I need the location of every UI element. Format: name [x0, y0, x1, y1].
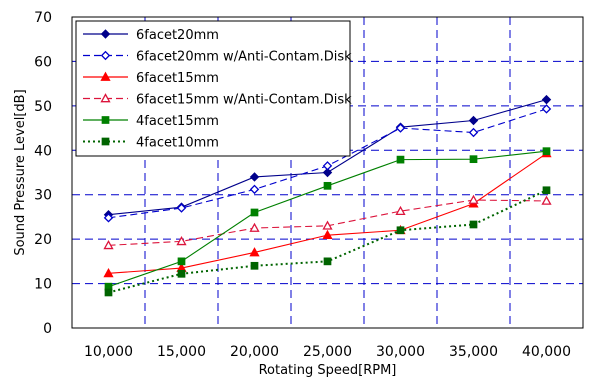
data-point	[395, 205, 406, 216]
legend-box	[75, 20, 351, 157]
data-point	[395, 123, 406, 133]
x-tick-label: 25,000	[303, 344, 352, 360]
x-axis-title: Rotating Speed[RPM]	[259, 363, 397, 378]
legend-item: 6facet15mm	[83, 71, 219, 86]
series-line	[108, 189, 547, 294]
data-point	[468, 194, 479, 204]
series-5	[104, 147, 551, 291]
y-tick-label: 30	[34, 188, 52, 204]
data-point	[249, 222, 260, 232]
y-tick-label: 20	[34, 232, 52, 248]
data-point	[468, 127, 479, 138]
legend-label: 4facet15mm	[136, 114, 219, 129]
series-6	[104, 186, 551, 297]
legend-item: 6facet20mm w/Anti-Contam.Disk	[83, 50, 352, 65]
data-point	[469, 155, 478, 164]
y-tick-label: 50	[34, 99, 52, 115]
legend-label: 6facet20mm	[136, 28, 219, 43]
y-tick-label: 70	[34, 10, 52, 26]
legend-label: 6facet15mm	[136, 71, 219, 86]
data-point	[249, 247, 260, 257]
legend-item: 6facet15mm w/Anti-Contam.Disk	[83, 93, 352, 108]
series-2	[103, 104, 552, 223]
series-4	[103, 194, 552, 250]
x-tick-label: 15,000	[157, 344, 206, 360]
legend-item: 4facet10mm	[83, 136, 219, 151]
y-tick-label: 0	[43, 321, 52, 337]
data-point	[249, 172, 260, 182]
legend: 6facet20mm 6facet20mm w/Anti-Contam.Disk 6…	[75, 20, 352, 157]
data-point	[542, 186, 551, 195]
data-point	[541, 94, 552, 105]
y-axis-ticks: 0 10 20 30 40 50 60 70	[34, 10, 52, 337]
data-point	[322, 161, 333, 171]
data-point	[542, 147, 551, 156]
legend-item: 6facet20mm	[83, 28, 219, 43]
plot-area-frame	[71, 16, 584, 329]
data-point	[396, 226, 405, 235]
data-point	[468, 115, 479, 126]
data-point	[250, 208, 259, 217]
data-point	[541, 104, 552, 114]
data-point	[250, 261, 259, 270]
legend-marker	[100, 50, 111, 61]
data-point	[322, 167, 333, 178]
x-tick-label: 20,000	[230, 344, 279, 360]
y-axis-title: Sound Pressure Level[dB]	[13, 89, 28, 255]
x-tick-label: 10,000	[84, 344, 133, 360]
legend-label: 4facet10mm	[136, 136, 219, 151]
data-point	[323, 257, 332, 266]
data-point	[176, 236, 187, 246]
x-axis-ticks: 10,000 15,000 20,000 25,000 30,000 35,000 40,0…	[84, 344, 571, 360]
legend-marker	[100, 71, 111, 81]
data-point	[249, 184, 260, 195]
y-tick-label: 40	[34, 143, 52, 159]
data-point	[396, 155, 405, 164]
y-tick-label: 60	[34, 54, 52, 70]
legend-marker	[101, 137, 110, 146]
data-point	[469, 220, 478, 229]
legend-label: 6facet15mm w/Anti-Contam.Disk	[136, 93, 352, 108]
x-tick-label: 40,000	[522, 344, 571, 360]
data-series	[103, 94, 552, 297]
data-point	[103, 268, 114, 278]
data-point	[323, 181, 332, 190]
data-point	[103, 240, 114, 250]
legend-item: 4facet15mm	[83, 114, 219, 129]
legend-label: 6facet20mm w/Anti-Contam.Disk	[136, 50, 352, 65]
x-tick-label: 35,000	[449, 344, 498, 360]
data-point	[177, 269, 186, 278]
data-point	[103, 213, 114, 223]
legend-marker	[101, 116, 110, 124]
data-point	[104, 288, 113, 297]
x-tick-label: 30,000	[376, 344, 425, 360]
data-point	[176, 203, 187, 213]
legend-marker	[100, 29, 111, 39]
data-point	[177, 257, 186, 266]
y-tick-label: 10	[34, 277, 52, 293]
legend-marker	[100, 93, 111, 103]
data-point	[322, 229, 333, 239]
data-point	[541, 195, 552, 205]
data-point	[322, 220, 333, 230]
